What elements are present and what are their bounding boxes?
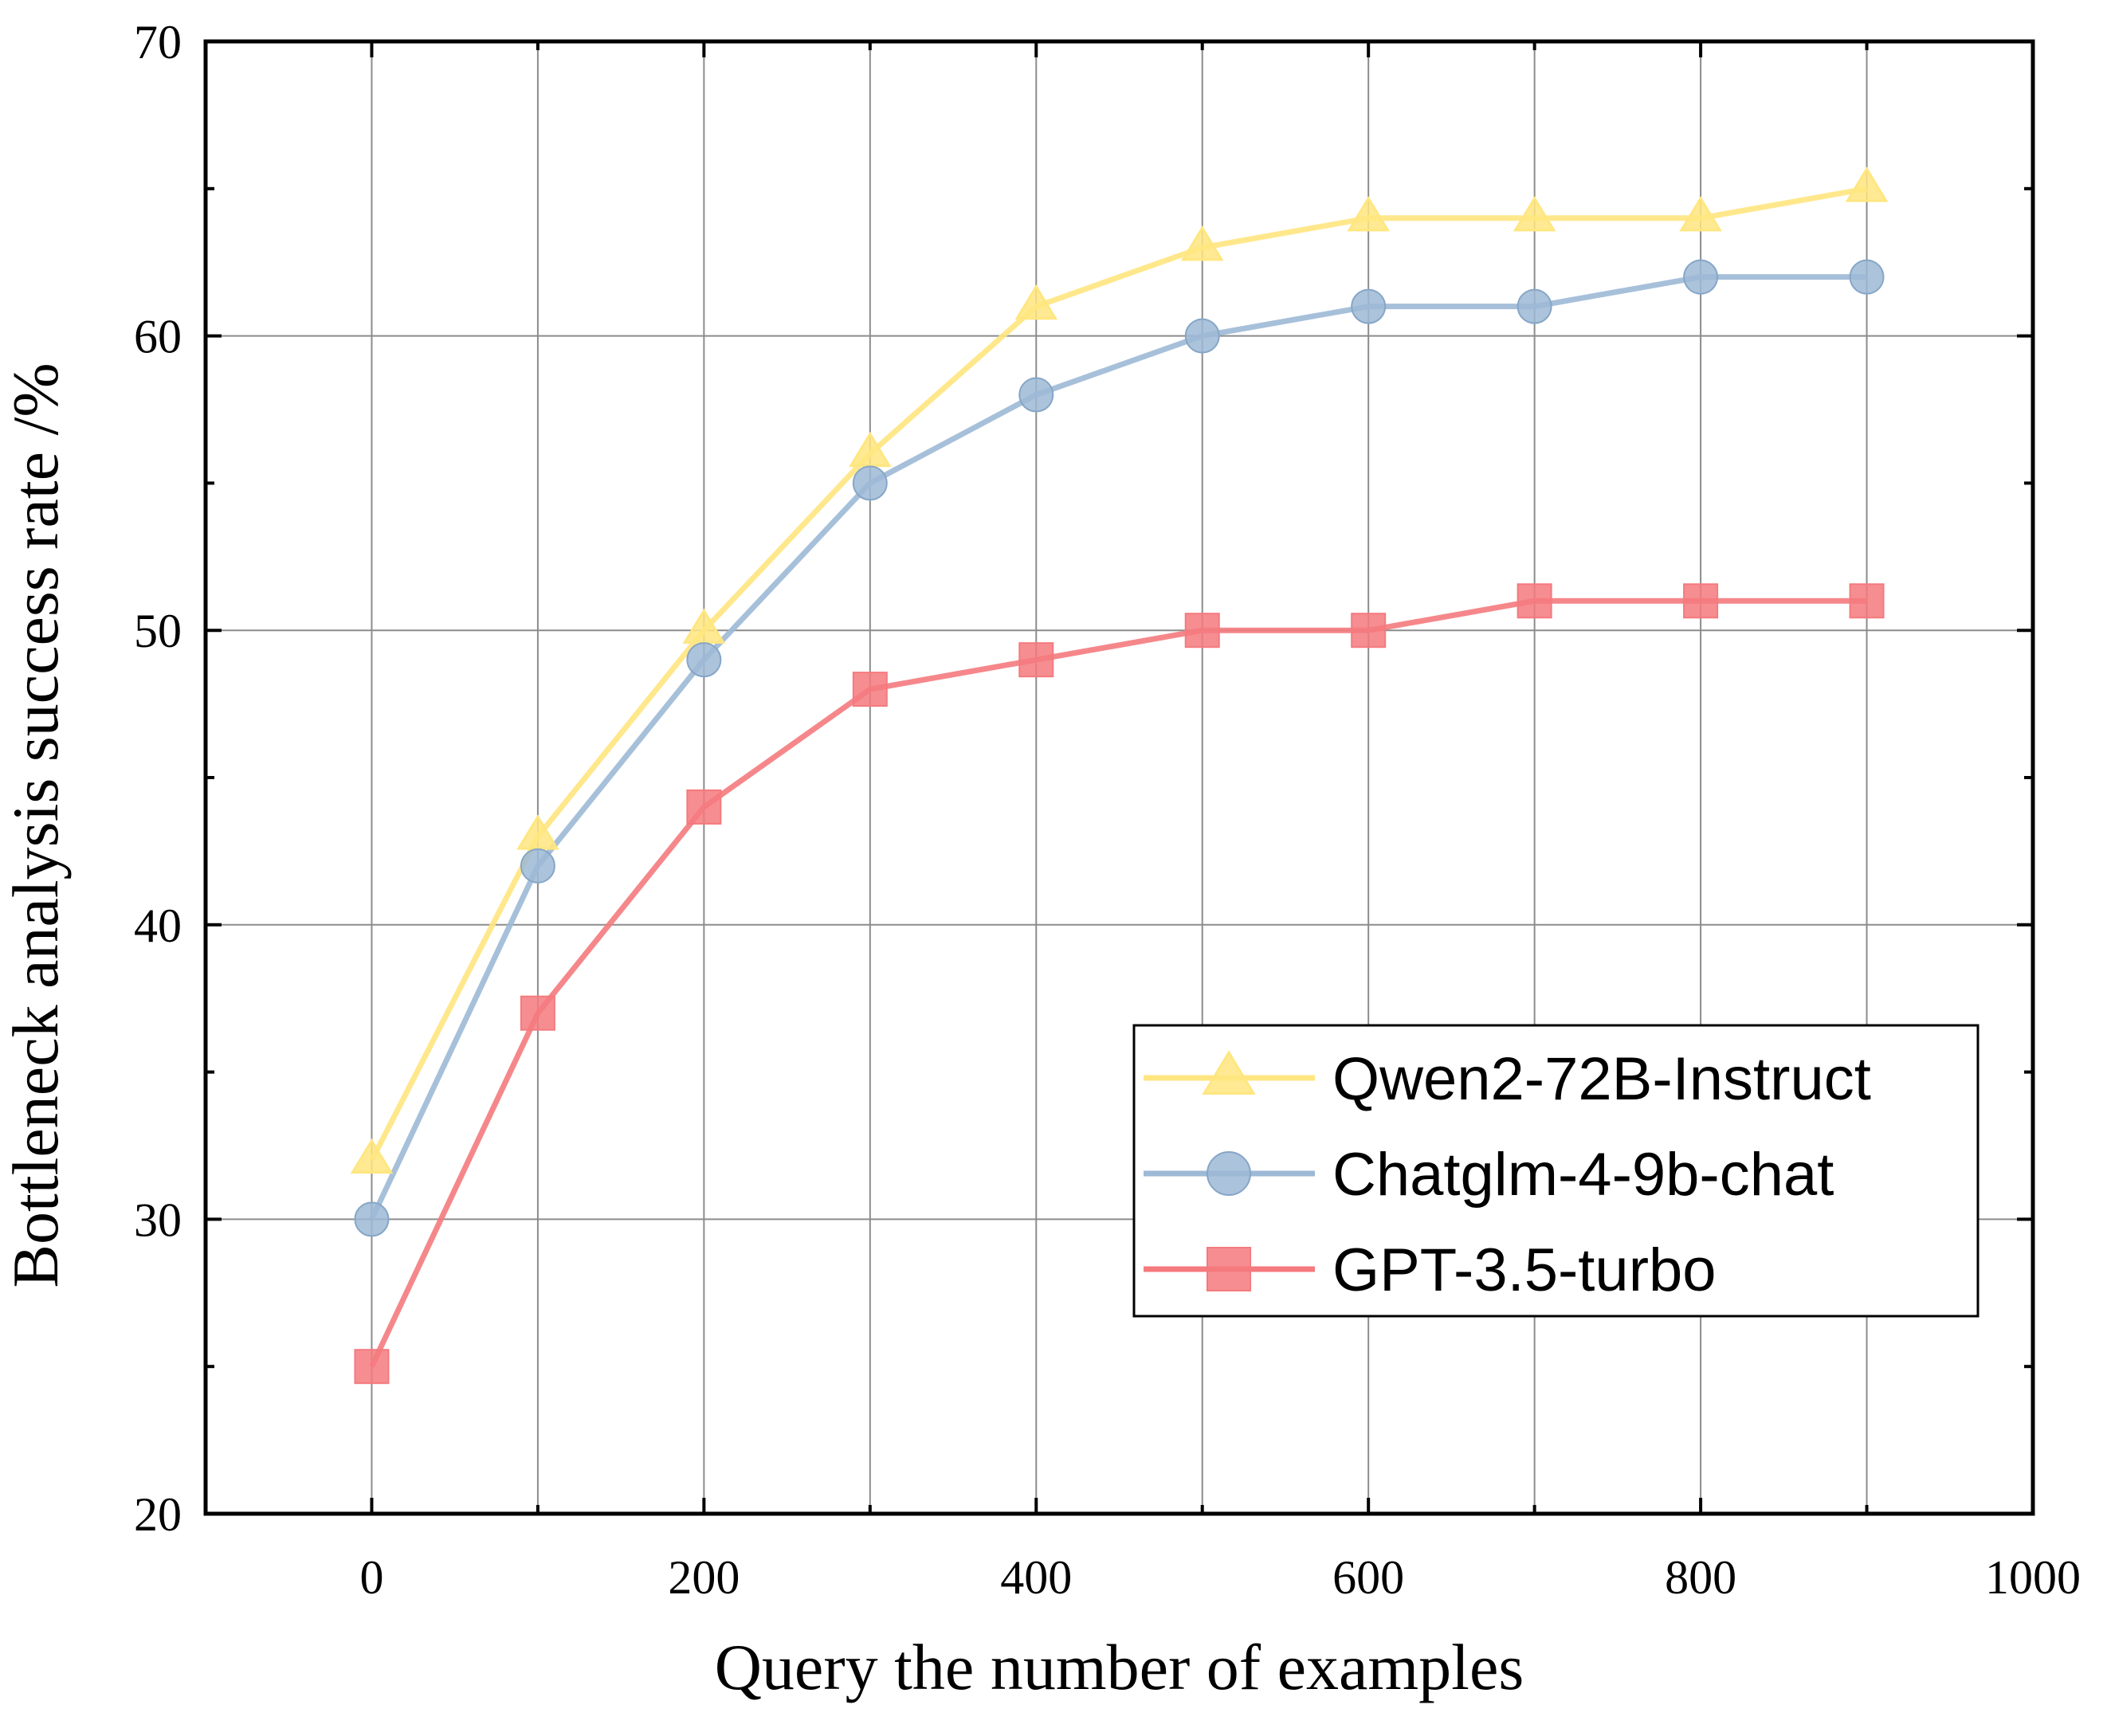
data-point-square <box>1683 583 1719 619</box>
y-tick-label: 40 <box>134 899 182 952</box>
x-tick-label: 400 <box>1000 1551 1072 1604</box>
legend-swatch-marker <box>1207 1151 1251 1196</box>
y-tick-label: 20 <box>134 1488 182 1541</box>
data-point-circle <box>1683 259 1719 295</box>
series-line-circle <box>369 274 1867 1221</box>
legend-entry: Qwen2-72B-Instruct <box>1144 1045 1871 1113</box>
data-point-square <box>520 995 555 1031</box>
y-tick-label: 60 <box>134 311 182 363</box>
data-point-triangle <box>1014 284 1058 320</box>
x-tick-label: 800 <box>1665 1551 1736 1604</box>
axis-tick-labels: 0 200 400 600 800 1000 20 30 40 50 60 70 <box>134 16 2081 1604</box>
data-point-square <box>354 1349 390 1385</box>
x-axis-title: Query the number of examples <box>715 1631 1524 1703</box>
legend-entries: Qwen2-72B-Instruct Chatglm-4-9b-chat GPT-3… <box>1144 1045 1871 1304</box>
data-point-circle <box>852 465 888 501</box>
data-point-square <box>852 672 888 707</box>
data-point-circle <box>354 1201 390 1237</box>
series-line-square <box>369 598 1867 1368</box>
x-tick-label: 0 <box>359 1551 383 1604</box>
data-point-square <box>1516 583 1552 619</box>
data-point-circle <box>1184 318 1220 354</box>
legend: Qwen2-72B-Instruct Chatglm-4-9b-chat GPT-3… <box>1132 1024 1979 1318</box>
data-point-circle <box>686 642 722 678</box>
data-point-triangle <box>350 1138 394 1174</box>
y-axis-title: Bottleneck analysis success rate /% <box>0 362 72 1287</box>
series-lines <box>369 186 1868 1368</box>
legend-label: Chatglm-4-9b-chat <box>1332 1141 1834 1209</box>
data-point-circle <box>1849 259 1885 295</box>
data-point-circle <box>1018 377 1054 413</box>
series-line-triangle <box>369 186 1868 1162</box>
data-point-triangle <box>1679 196 1722 232</box>
data-point-square <box>686 789 722 825</box>
data-point-square <box>1018 642 1054 678</box>
y-tick-label: 70 <box>134 16 182 69</box>
data-point-triangle <box>1180 225 1224 261</box>
y-tick-label: 50 <box>134 605 182 657</box>
series-markers <box>350 167 1889 1385</box>
x-tick-label: 600 <box>1332 1551 1404 1604</box>
data-point-square <box>1351 613 1387 649</box>
data-point-circle <box>1351 288 1387 324</box>
axis-ticks <box>204 40 2034 1515</box>
legend-swatch-marker <box>1207 1247 1251 1291</box>
data-point-circle <box>1516 288 1552 324</box>
legend-label: GPT-3.5-turbo <box>1332 1236 1717 1304</box>
data-point-circle <box>520 848 555 884</box>
legend-entry: GPT-3.5-turbo <box>1144 1236 1717 1304</box>
data-point-square <box>1849 583 1885 619</box>
data-point-triangle <box>1347 196 1390 232</box>
x-tick-label: 200 <box>668 1551 740 1604</box>
data-point-square <box>1184 613 1220 649</box>
legend-swatch-marker <box>1202 1050 1256 1095</box>
y-tick-label: 30 <box>134 1193 182 1246</box>
data-point-triangle <box>1845 167 1889 202</box>
legend-entry: Chatglm-4-9b-chat <box>1144 1141 1834 1209</box>
legend-label: Qwen2-72B-Instruct <box>1332 1045 1871 1113</box>
x-tick-label: 1000 <box>1985 1551 2081 1604</box>
data-point-triangle <box>1513 196 1556 232</box>
